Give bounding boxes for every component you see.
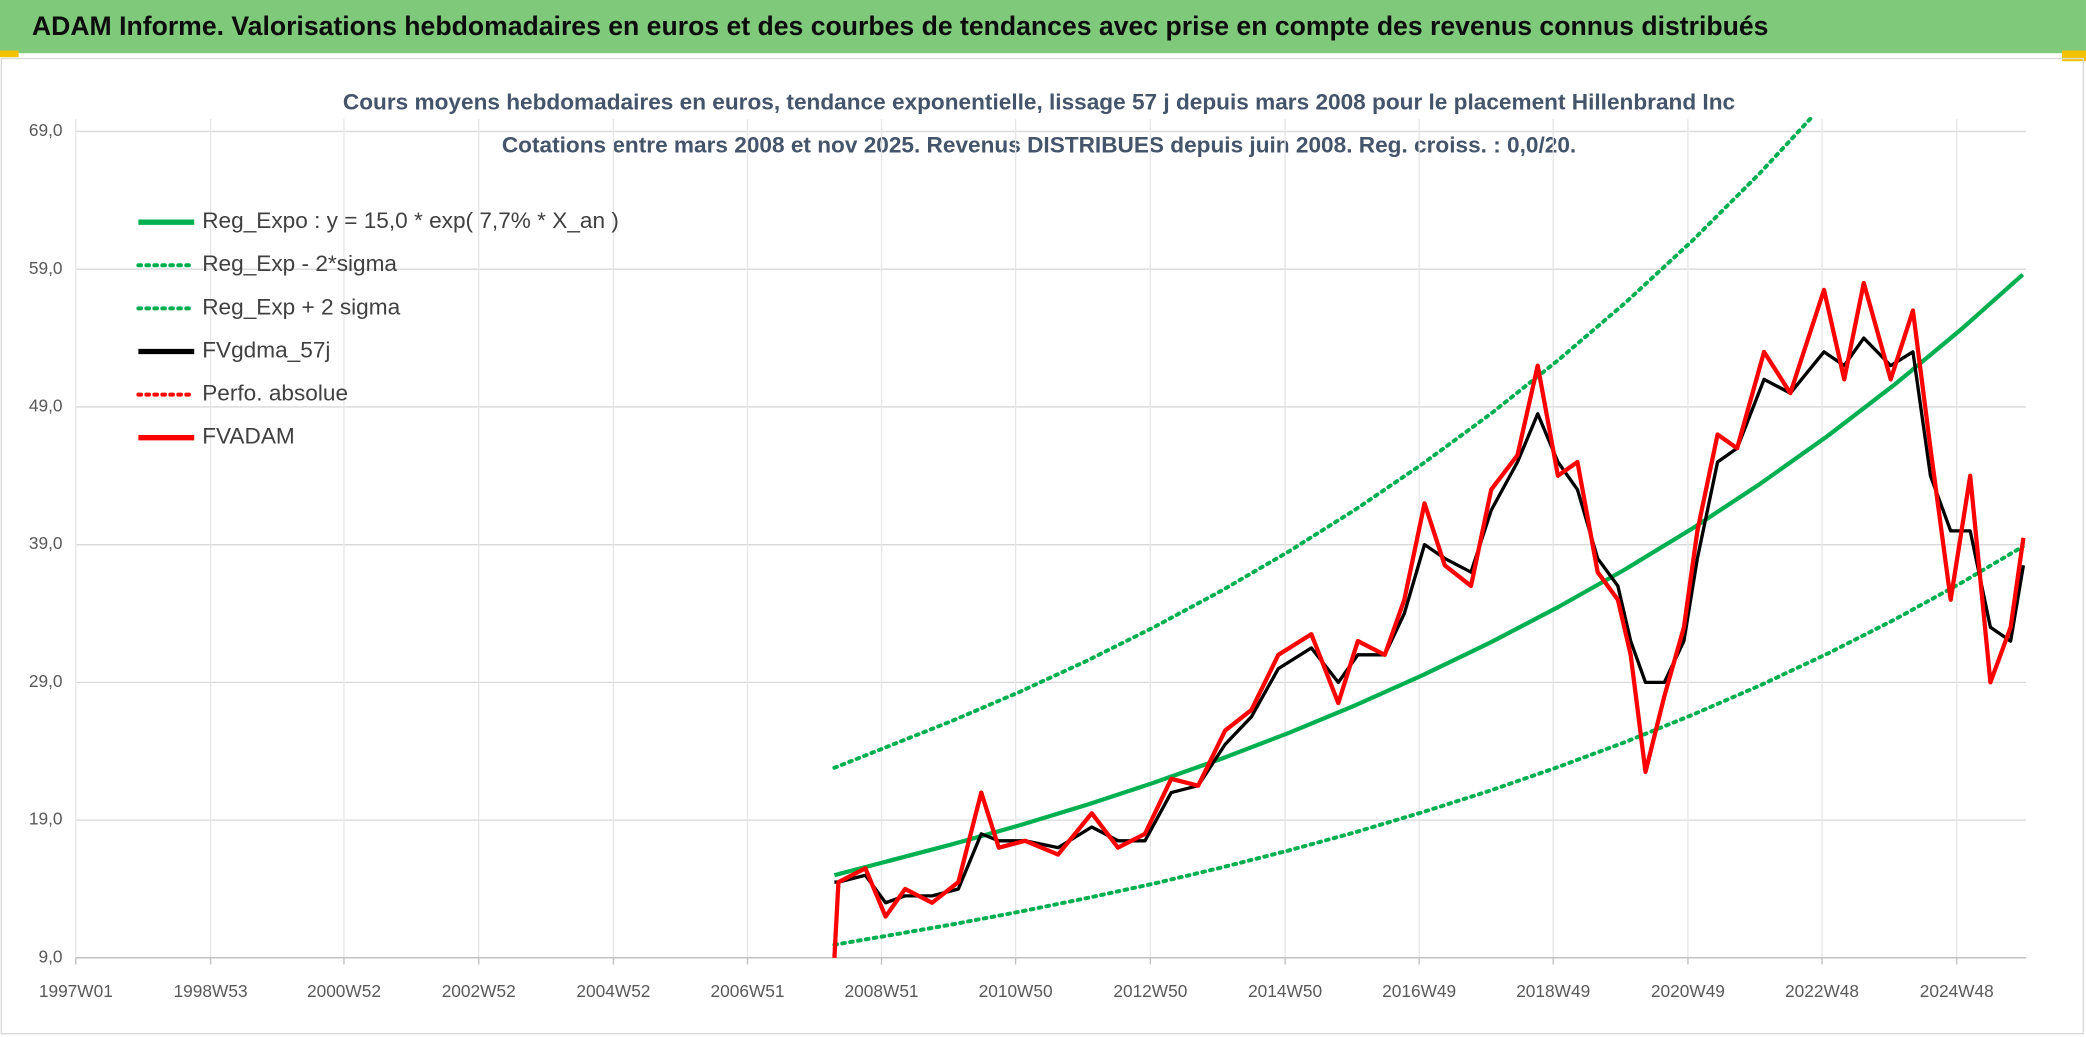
y-tick-label: 49,0 [29, 395, 63, 415]
x-tick-label: 1997W01 [39, 981, 113, 1001]
legend-label: Reg_Exp - 2*sigma [202, 251, 397, 276]
x-tick-label: 1998W53 [174, 981, 248, 1001]
x-tick-label: 2014W50 [1248, 981, 1322, 1001]
chart-subtitle: Cotations entre mars 2008 et nov 2025. R… [502, 132, 1576, 157]
y-tick-label: 39,0 [29, 533, 63, 553]
corner-mark [2062, 50, 2086, 62]
chart-title: Cours moyens hebdomadaires en euros, ten… [343, 90, 1735, 115]
header-title: ADAM Informe. Valorisations hebdomadaire… [32, 11, 1769, 41]
x-tick-label: 2012W50 [1113, 981, 1187, 1001]
legend-label: Reg_Expo : y = 15,0 * exp( 7,7% * X_an ) [202, 208, 619, 233]
x-tick-label: 2002W52 [442, 981, 516, 1001]
series-line [833, 272, 2025, 878]
x-tick-label: 2024W48 [1920, 981, 1994, 1001]
y-tick-label: 59,0 [29, 258, 63, 278]
x-tick-label: 2010W50 [979, 981, 1053, 1001]
x-tick-label: 2006W51 [711, 981, 785, 1001]
x-tick-label: 2020W49 [1651, 981, 1725, 1001]
legend-label: Perfo. absolue [202, 381, 348, 406]
x-tick-label: 2000W52 [307, 981, 381, 1001]
chart-border [0, 57, 2084, 1035]
series-line [832, 544, 2025, 947]
series-line [832, 280, 2026, 958]
x-tick-label: 2016W49 [1382, 981, 1456, 1001]
x-tick-label: 2022W48 [1785, 981, 1859, 1001]
plot-area [832, 117, 2026, 958]
corner-mark [0, 50, 19, 58]
legend-label: Reg_Exp + 2 sigma [202, 294, 400, 319]
series-line [832, 117, 1815, 770]
y-tick-label: 69,0 [29, 120, 63, 140]
y-tick-label: 9,0 [39, 946, 63, 966]
y-tick-label: 29,0 [29, 671, 63, 691]
x-tick-label: 2018W49 [1516, 981, 1590, 1001]
x-tick-label: 2008W51 [845, 981, 919, 1001]
legend-label: FVADAM [202, 424, 295, 449]
header-bar [0, 0, 2086, 54]
x-tick-label: 2004W52 [576, 981, 650, 1001]
legend-label: FVgdma_57j [202, 337, 330, 362]
y-tick-label: 19,0 [29, 809, 63, 829]
